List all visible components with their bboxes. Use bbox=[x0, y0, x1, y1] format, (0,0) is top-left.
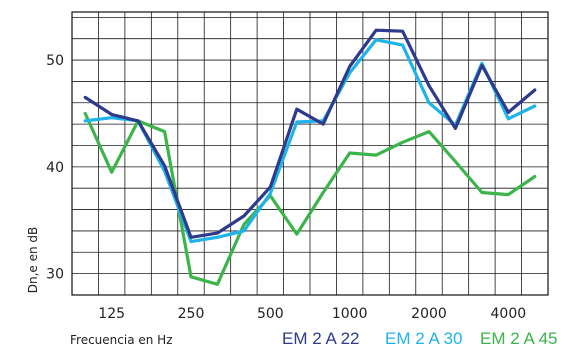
legend-entry-em-2-a-22: EM 2 A 22 bbox=[282, 329, 360, 348]
legend: EM 2 A 22 EM 2 A 30 EM 2 A 45 bbox=[282, 329, 558, 348]
x-tick-label: 500 bbox=[257, 306, 284, 322]
series-line-em-2-a-45 bbox=[83, 111, 537, 286]
legend-entry-em-2-a-30: EM 2 A 30 bbox=[385, 329, 463, 348]
x-tick-label: 1000 bbox=[332, 306, 368, 322]
y-tick-label: 50 bbox=[46, 53, 64, 69]
x-tick-label: 2000 bbox=[411, 306, 447, 322]
y-tick-label: 40 bbox=[46, 160, 64, 176]
x-tick-label: 4000 bbox=[491, 306, 527, 322]
plot-border bbox=[71, 11, 549, 296]
series-lines bbox=[83, 28, 537, 286]
y-tick-labels: 30 40 50 bbox=[46, 53, 64, 283]
y-tick-label: 30 bbox=[46, 267, 64, 283]
grid bbox=[72, 12, 548, 296]
series-line-em-2-a-22 bbox=[83, 28, 537, 239]
x-axis-label: Frecuencia en Hz bbox=[70, 333, 173, 347]
x-tick-label: 125 bbox=[98, 306, 125, 322]
y-axis-label: Dn,e en dB bbox=[26, 227, 40, 294]
legend-entry-em-2-a-45: EM 2 A 45 bbox=[480, 329, 558, 348]
x-tick-labels: 125 250 500 1000 2000 4000 bbox=[98, 306, 526, 322]
x-tick-label: 250 bbox=[178, 306, 205, 322]
